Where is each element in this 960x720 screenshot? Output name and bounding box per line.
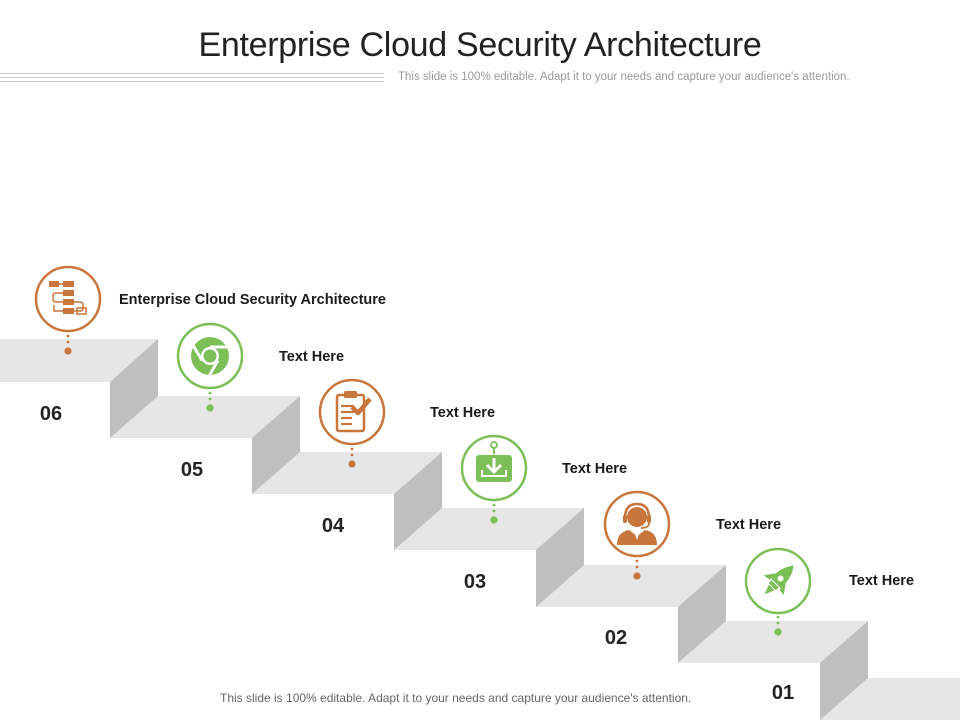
connector-anchor-05 (206, 404, 214, 412)
rocket-icon (744, 547, 812, 615)
step-06-label: Enterprise Cloud Security Architecture (119, 292, 386, 308)
connector-dot-02 (635, 559, 639, 563)
stair-step-03-riser (536, 508, 584, 607)
step-01-label: Text Here (849, 573, 915, 589)
headset-agent-icon (603, 490, 671, 558)
step-06-number: 06 (39, 403, 63, 425)
title-divider-line (0, 77, 384, 78)
connector-dot-06 (66, 340, 70, 344)
stair-step-01-top (678, 621, 868, 663)
stair-step-03-front (394, 550, 536, 607)
clipboard-check-icon (318, 378, 386, 446)
stair-step-02-top (536, 565, 726, 607)
stair-step-05-front (110, 438, 252, 494)
connector-anchor-04 (348, 460, 356, 468)
download-inbox-icon (460, 434, 528, 502)
connector-dot-03 (492, 503, 496, 507)
connector-dot-05 (208, 391, 212, 395)
stair-step-06-riser (110, 339, 158, 438)
stair-step-05-riser (252, 396, 300, 494)
connector-anchor-03 (490, 516, 498, 524)
stair-step-02-front (536, 607, 678, 663)
stair-step-04-riser (394, 452, 442, 550)
connector-dot-04 (350, 447, 354, 451)
stair-step-01-front (678, 663, 820, 720)
connector-anchor-02 (633, 572, 641, 580)
connector-anchor-01 (774, 628, 782, 636)
stair-step-06-top (0, 339, 158, 382)
stair-step-01-riser (820, 621, 868, 720)
step-03-label: Text Here (562, 461, 628, 477)
flowchart-icon (34, 265, 102, 333)
title-divider-line (0, 73, 384, 74)
stair-step-03-top (394, 508, 584, 550)
stair-step-05-top (110, 396, 300, 438)
stair-step-04-front (252, 494, 394, 550)
connector-dot-05 (208, 397, 212, 401)
step-02-label: Text Here (716, 517, 782, 533)
connector-dot-03 (492, 509, 496, 513)
title-divider-line (0, 81, 384, 82)
connector-dot-06 (66, 334, 70, 338)
stair-step-06-front (0, 382, 110, 438)
chrome-browser-icon (176, 322, 244, 390)
step-05-label: Text Here (279, 349, 345, 365)
connector-dot-02 (635, 565, 639, 569)
step-04-label: Text Here (430, 405, 496, 421)
step-01-number: 01 (771, 682, 795, 704)
footer-note: This slide is 100% editable. Adapt it to… (220, 691, 692, 705)
connector-dot-01 (776, 621, 780, 625)
page-subtitle: This slide is 100% editable. Adapt it to… (398, 71, 850, 83)
connector-dot-04 (350, 453, 354, 457)
step-03-number: 03 (463, 571, 487, 593)
stair-step-02-riser (678, 565, 726, 663)
step-02-number: 02 (604, 627, 628, 649)
step-04-number: 04 (321, 515, 345, 537)
connector-dot-01 (776, 615, 780, 619)
page-title: Enterprise Cloud Security Architecture (198, 26, 762, 64)
stair-step-04-top (252, 452, 442, 494)
connector-anchor-06 (64, 347, 72, 355)
step-05-number: 05 (180, 459, 204, 481)
